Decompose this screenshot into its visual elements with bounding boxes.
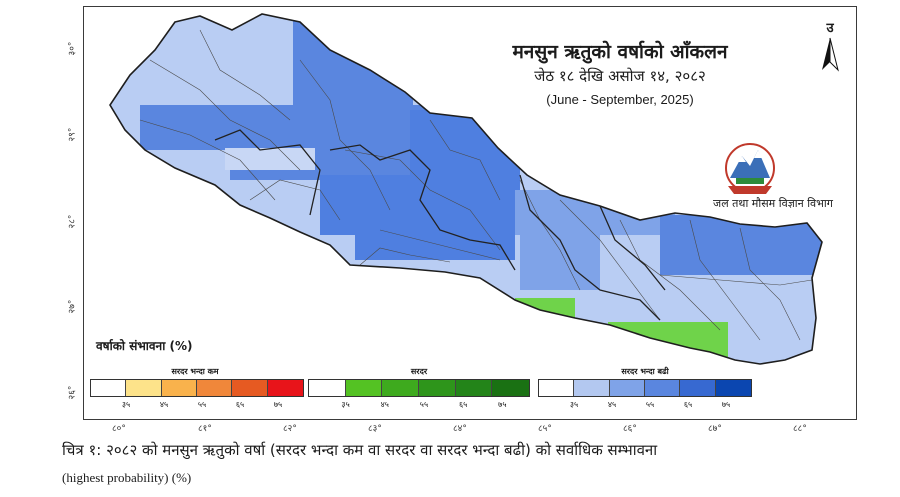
region-normal-central-terai <box>515 298 575 328</box>
legend-swatch <box>196 380 233 396</box>
legend-tick-label: ६५ <box>458 400 468 409</box>
region-west-light <box>225 148 315 170</box>
legend-swatch <box>161 380 197 396</box>
lon-label: ८०° <box>112 424 126 434</box>
legend-ticks-below: ३५ ४५ ५५ ६५ ७५ <box>107 399 297 410</box>
lat-label: २९° <box>67 127 78 142</box>
legend-tick-label: ६५ <box>683 400 693 409</box>
government-emblem-icon <box>725 143 775 194</box>
legend-tick-label: ३५ <box>341 400 350 409</box>
legend-tick-label: ३५ <box>569 400 579 409</box>
nepal-outline <box>109 13 823 365</box>
map-subtitle-nepali: जेठ १८ देखि असोज १४, २०८२ <box>534 67 706 85</box>
legend-swatch <box>382 380 419 396</box>
lon-label: ८५° <box>538 424 552 434</box>
legend-tick-label: ७५ <box>273 400 283 409</box>
lat-label: ३०° <box>67 41 78 56</box>
region-north-central <box>293 14 413 105</box>
legend-swatch <box>644 380 681 396</box>
legend-tick-label: ६५ <box>235 400 245 409</box>
legend-swatch <box>91 380 127 396</box>
legend-group-title-above: सरदर भन्दा बढी <box>621 367 669 376</box>
legend-ticks-normal: ३५ ४५ ५५ ६५ ७५ <box>326 399 522 410</box>
legend-title: वर्षाको संभावना (%) <box>96 339 193 353</box>
north-arrow-icon <box>822 37 839 72</box>
map-subtitle-english: (June - September, 2025) <box>546 92 694 107</box>
lon-label: ८७° <box>708 424 722 434</box>
legend-tick-label: ५५ <box>419 400 429 409</box>
legend-tick-label: ४५ <box>159 400 169 409</box>
legend-tick-label: ७५ <box>498 400 507 409</box>
legend-swatch <box>574 380 610 396</box>
legend-swatch <box>455 380 493 396</box>
lon-label: ८४° <box>453 424 467 434</box>
legend-group-title-below: सरदर भन्दा कम <box>171 367 219 376</box>
legend-swatch <box>609 380 645 396</box>
legend-group-title-normal: सरदर <box>410 367 428 376</box>
north-label: उ <box>826 21 834 36</box>
legend-ticks-above: ३५ ४५ ५५ ६५ ७५ <box>555 399 745 410</box>
region-central <box>320 175 520 235</box>
region-gandaki <box>410 110 520 180</box>
legend-swatch <box>715 380 751 396</box>
legend-tick-label: ७५ <box>721 400 731 409</box>
region-bagmati <box>355 230 515 260</box>
figure-caption-english: (highest probability) (%) <box>62 470 192 485</box>
figure-caption: चित्र १: २०८२ को मनसुन ऋतुको वर्षा (सरदर… <box>62 441 658 459</box>
legend-bar-normal <box>308 379 530 397</box>
legend-swatch <box>232 380 268 396</box>
legend-tick-label: ३५ <box>121 400 131 409</box>
lon-label: ८८° <box>793 424 807 434</box>
organization-name: जल तथा मौसम विज्ञान विभाग <box>713 197 833 210</box>
legend-bar-above-normal <box>538 379 752 397</box>
legend-tick-label: ५५ <box>645 400 655 409</box>
legend-swatch <box>309 380 346 396</box>
lat-label: २६° <box>67 385 78 400</box>
legend-bar-below-normal <box>90 379 304 397</box>
lat-label: २८° <box>67 214 78 229</box>
legend-tick-label: ५५ <box>197 400 207 409</box>
legend-tick-label: ४५ <box>607 400 617 409</box>
region-east-hills <box>515 190 675 235</box>
legend-swatch <box>539 380 575 396</box>
district-boundaries <box>139 29 813 341</box>
region-madhesh <box>520 235 600 290</box>
legend-swatch <box>345 380 383 396</box>
lon-label: ८१° <box>198 424 212 434</box>
lat-label: २७° <box>67 299 78 314</box>
legend-swatch <box>126 380 162 396</box>
lon-label: ८६° <box>623 424 637 434</box>
province-boundaries <box>214 129 666 321</box>
legend-swatch <box>418 380 456 396</box>
legend-tick-label: ४५ <box>380 400 389 409</box>
region-mid-west <box>140 105 440 150</box>
lon-label: ८२° <box>283 424 297 434</box>
lon-label: ८३° <box>368 424 382 434</box>
legend-swatch <box>492 380 529 396</box>
legend-swatch <box>267 380 303 396</box>
legend-swatch <box>680 380 716 396</box>
map-title: मनसुन ऋतुको वर्षाको आँकलन <box>512 41 728 63</box>
